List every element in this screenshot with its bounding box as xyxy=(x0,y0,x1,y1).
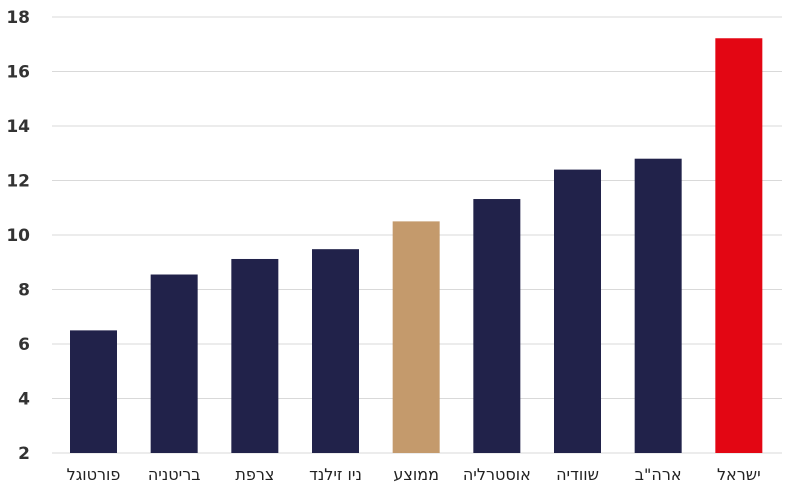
y-tick-label: 8 xyxy=(18,281,30,301)
category-label: פורטוגל xyxy=(67,465,121,484)
y-tick-label: 18 xyxy=(6,8,30,28)
y-axis-tick-labels: 2 4 6 8 10 12 14 16 18 xyxy=(6,8,30,464)
bar xyxy=(634,158,682,453)
category-label: בריטניה xyxy=(148,465,201,484)
y-tick-label: 12 xyxy=(6,172,30,192)
x-axis-category-labels: פורטוגל בריטניה צרפת ניו זילנד ממוצע אוסטרליה… xyxy=(67,465,761,484)
y-tick-label: 4 xyxy=(18,390,30,410)
category-label: ניו זילנד xyxy=(309,465,362,484)
y-tick-label: 10 xyxy=(6,226,30,246)
bar xyxy=(473,199,521,453)
category-label: צרפת xyxy=(235,465,274,484)
category-label: ישראל xyxy=(717,465,761,484)
y-tick-label: 14 xyxy=(6,117,30,137)
bar xyxy=(715,38,763,453)
category-label: ממוצע xyxy=(393,465,439,484)
bar xyxy=(231,258,279,453)
bar xyxy=(70,330,117,453)
bar xyxy=(392,221,440,453)
bars xyxy=(70,38,763,453)
bar xyxy=(554,169,601,453)
category-label: ארה"ב xyxy=(635,465,682,484)
y-tick-label: 16 xyxy=(6,63,30,83)
y-tick-label: 2 xyxy=(18,444,30,464)
bar xyxy=(150,274,198,453)
category-label: שוודיה xyxy=(556,465,599,484)
category-label: אוסטרליה xyxy=(463,465,531,484)
y-tick-label: 6 xyxy=(18,335,30,355)
bar xyxy=(312,249,359,453)
